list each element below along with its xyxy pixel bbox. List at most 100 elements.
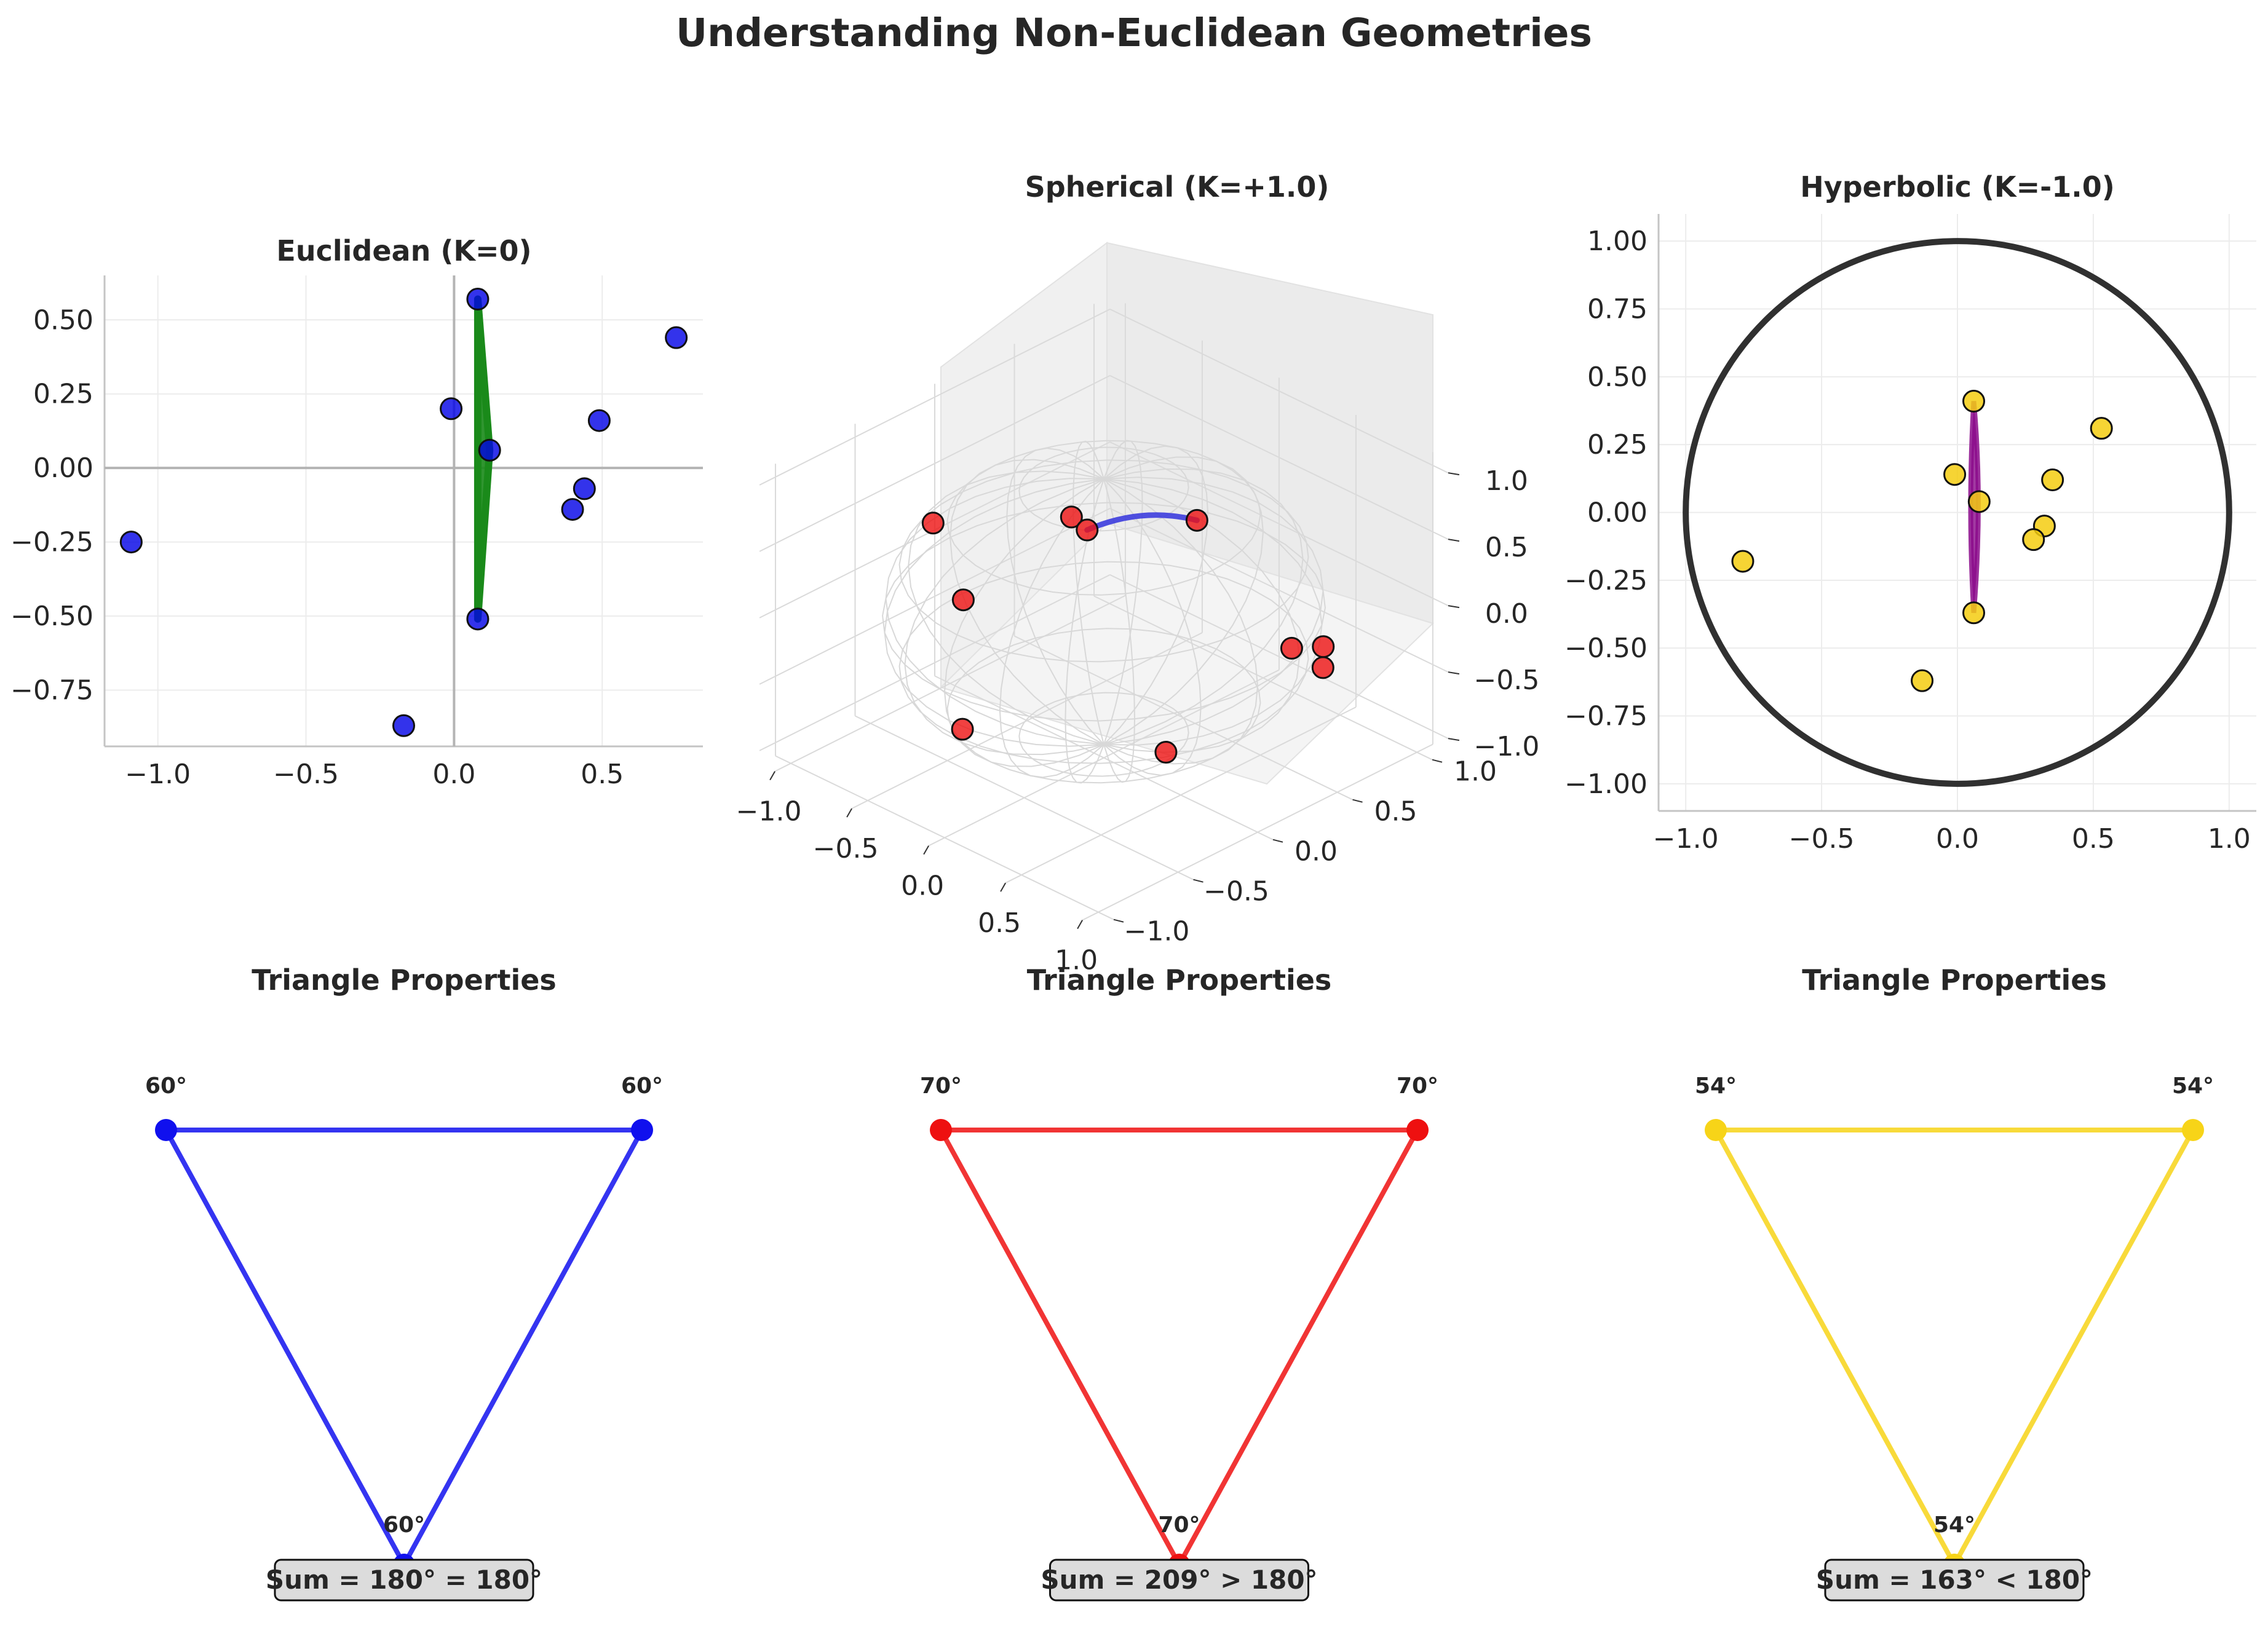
sphere-meridian-line — [884, 476, 1324, 747]
hyperbolic-point — [2041, 468, 2064, 492]
spherical-point — [1076, 518, 1099, 542]
euclidean-axes — [103, 275, 703, 748]
z-tick-mark — [1448, 738, 1460, 741]
triangle-vertex — [930, 1119, 952, 1141]
sum-box — [274, 1559, 534, 1602]
angle-label: 60° — [621, 1073, 663, 1099]
side-gridline — [759, 375, 1111, 552]
x-tick-label: 0.0 — [432, 759, 475, 790]
y-tick-label: 0.50 — [1587, 362, 1647, 393]
euclidean-panel: Euclidean (K=0) −1.0 −0.5 0.0 0.5 −0.75 −0.50… — [10, 234, 703, 790]
spherical-point — [1060, 505, 1083, 529]
x-tick-label: −0.5 — [813, 833, 879, 864]
hyperbolic-panel: Hyperbolic (K=-1.0) −1.0 −0.5 0.0 0.5 1.0−1.… — [1564, 170, 2256, 855]
x-tick-mark — [1000, 882, 1006, 892]
back-gridline — [1109, 374, 1449, 540]
x-tick-label: −0.5 — [273, 759, 339, 790]
poincare-disk-boundary — [1683, 238, 2232, 787]
x-tick-label: 1.0 — [1055, 945, 1098, 976]
hyperbolic-point — [1731, 550, 1755, 573]
triangle-panel-title: Triangle Properties — [1027, 963, 1332, 997]
triangle-panel-euclidean: Triangle Properties 60° 60° 60° Sum = 180° =… — [145, 963, 663, 1602]
z-tick-mark — [1448, 605, 1460, 609]
x-tick-label: 0.0 — [901, 871, 944, 902]
sphere-meridian-line — [943, 456, 1264, 767]
x-tick-label: 0.0 — [1936, 823, 1979, 855]
x-tick-label: −1.0 — [125, 759, 191, 790]
triangle-outline — [938, 1128, 1420, 1567]
spherical-point — [921, 512, 945, 535]
floor-gridline — [1082, 743, 1433, 921]
spherical-title: Spherical (K=+1.0) — [1025, 170, 1330, 204]
hyperbolic-point — [1943, 463, 1967, 486]
triangle-panel-title: Triangle Properties — [1802, 963, 2107, 997]
spherical-point — [951, 717, 974, 741]
euclidean-point — [587, 409, 611, 432]
y-tick-label: −0.50 — [10, 601, 93, 632]
spherical-points — [921, 505, 1335, 764]
side-gridline — [759, 309, 1111, 486]
z-tick-label: 0.0 — [1485, 598, 1528, 630]
side-gridline — [759, 508, 1111, 685]
hyperbolic-point — [1962, 390, 1986, 413]
x-tick-label: 0.5 — [581, 759, 624, 790]
figure-title: Understanding Non-Euclidean Geometries — [676, 10, 1592, 55]
y-tick-mark — [1432, 759, 1443, 763]
hyperbolic-point — [2022, 528, 2045, 551]
back-gridline — [1109, 574, 1449, 740]
spherical-point — [1311, 656, 1334, 679]
sum-box — [1824, 1559, 2085, 1602]
angle-sum-label: Sum = 209° > 180° — [1041, 1565, 1317, 1595]
x-tick-label: 0.5 — [2072, 823, 2115, 855]
floor-gridline — [934, 675, 1274, 840]
spherical-geodesic-arc — [1084, 512, 1200, 533]
euclidean-point — [392, 714, 415, 737]
spherical-tick-labels: −1.0−0.50.00.51.0−1.0−0.50.00.51.0−1.0−0… — [736, 465, 1540, 976]
angle-label: 70° — [1158, 1512, 1200, 1538]
spherical-point — [1154, 741, 1178, 764]
triangle-panel-hyperbolic: Triangle Properties 54° 54° 54° Sum = 163° <… — [1695, 963, 2214, 1602]
hyperbolic-tick-labels: −1.0 −0.5 0.0 0.5 1.0 −1.00 −0.75 −0.50 −0.25 0.0… — [1564, 226, 2251, 855]
x-tick-label: 0.5 — [978, 907, 1021, 939]
euclidean-point — [478, 438, 501, 462]
triangle-outline — [1713, 1128, 2195, 1567]
y-tick-label: −0.50 — [1564, 633, 1647, 664]
y-tick-mark — [1352, 799, 1363, 803]
euclidean-title: Euclidean (K=0) — [276, 234, 531, 267]
angle-label: 60° — [383, 1512, 425, 1538]
y-tick-label: −0.75 — [1564, 701, 1647, 732]
spherical-3d-box — [940, 242, 1434, 785]
y-tick-label: 0.25 — [1587, 429, 1647, 460]
y-tick-mark — [1193, 879, 1203, 883]
sphere-meridian-line — [1073, 440, 1136, 783]
y-tick-mark — [1113, 919, 1124, 923]
z-tick-label: 1.0 — [1485, 465, 1528, 497]
y-tick-label: −0.75 — [10, 674, 93, 706]
euclidean-tick-labels: −1.0 −0.5 0.0 0.5 −0.75 −0.50 −0.25 0.00 0.25 0.5… — [10, 304, 624, 790]
angle-label: 70° — [1397, 1073, 1438, 1099]
back-gridline — [1109, 507, 1449, 673]
angle-label: 70° — [920, 1073, 962, 1099]
euclidean-point — [119, 531, 143, 554]
spherical-geodesic — [1084, 512, 1200, 533]
sphere-meridian-line — [904, 468, 1304, 756]
triangle-vertex — [631, 1119, 653, 1141]
back-gridline — [1109, 308, 1449, 474]
spherical-point — [1280, 636, 1303, 660]
spherical-point — [1185, 508, 1208, 532]
x-tick-label: −1.0 — [1653, 823, 1719, 855]
spherical-panel: Spherical (K=+1.0) −1.0 −0.5 0.0 0.5 1.0 −1.0… — [736, 170, 1540, 976]
y-tick-label: −1.0 — [1124, 916, 1190, 947]
euclidean-point — [665, 326, 688, 349]
sum-box — [1049, 1559, 1309, 1602]
angle-label: 54° — [1695, 1073, 1737, 1099]
y-tick-label: −0.25 — [10, 527, 93, 558]
hyperbolic-axes — [1657, 214, 2256, 812]
euclidean-point — [466, 607, 490, 631]
sphere-meridian-line — [1065, 440, 1143, 784]
euclidean-point — [440, 397, 463, 421]
x-tick-label: −1.0 — [736, 796, 802, 828]
x-tick-mark — [769, 771, 775, 781]
z-tick-label: 0.5 — [1485, 532, 1528, 563]
